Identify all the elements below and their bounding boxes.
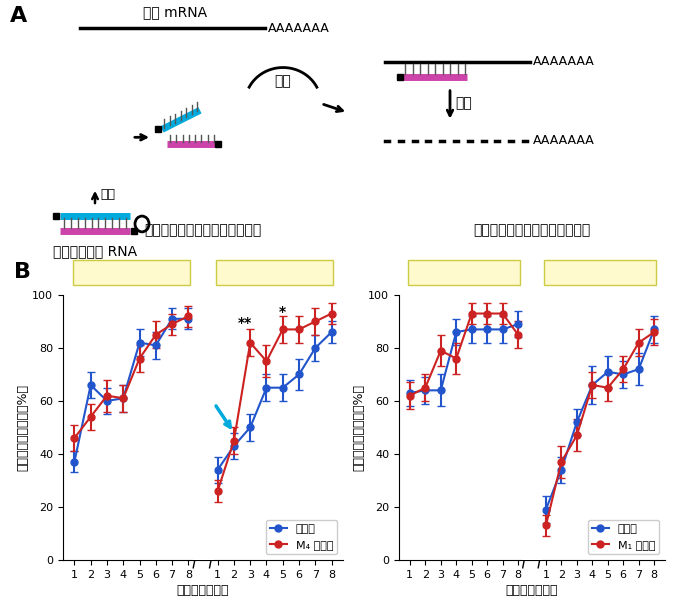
- Bar: [523, 295, 541, 560]
- Text: 獲　得: 獲 得: [119, 263, 144, 277]
- FancyBboxPatch shape: [216, 260, 333, 285]
- Text: A: A: [10, 5, 27, 26]
- Text: B: B: [14, 262, 31, 282]
- Y-axis label: 正　解　細　胞　（%）: 正 解 細 胞 （%）: [353, 384, 365, 471]
- Text: *: *: [279, 305, 286, 319]
- Text: 標的 mRNA: 標的 mRNA: [143, 5, 207, 20]
- Text: 切断: 切断: [100, 188, 115, 201]
- X-axis label: 試　行　（日）: 試 行 （日）: [505, 584, 559, 597]
- Text: AAAAAAA: AAAAAAA: [268, 22, 330, 35]
- Bar: [193, 295, 213, 560]
- FancyBboxPatch shape: [408, 260, 519, 285]
- Legend: 正常群, M₁ 抑制群: 正常群, M₁ 抑制群: [587, 520, 659, 554]
- Text: 逆　転: 逆 転: [262, 263, 287, 277]
- FancyBboxPatch shape: [73, 260, 190, 285]
- Text: 逆　転: 逆 転: [587, 263, 612, 277]
- Text: 対合: 対合: [274, 74, 291, 88]
- Text: 分解: 分解: [455, 96, 472, 111]
- Text: 獲　得: 獲 得: [452, 263, 477, 277]
- Text: AAAAAAA: AAAAAAA: [533, 134, 595, 147]
- X-axis label: 試　行　（日）: 試 行 （日）: [176, 584, 230, 597]
- Text: AAAAAAA: AAAAAAA: [533, 55, 595, 69]
- Y-axis label: 正　解　細　胞　（%）: 正 解 細 胞 （%）: [17, 384, 29, 471]
- Legend: 正常群, M₄ 抑制群: 正常群, M₄ 抑制群: [265, 520, 337, 554]
- Text: **: **: [238, 316, 253, 330]
- Text: ムスカリン性４型受容体の抑制: ムスカリン性４型受容体の抑制: [144, 223, 262, 237]
- Text: 短いへアピン RNA: 短いへアピン RNA: [53, 244, 137, 258]
- Text: ムスカリン性１型受容体の抑制: ムスカリン性１型受容体の抑制: [473, 223, 591, 237]
- FancyBboxPatch shape: [545, 260, 656, 285]
